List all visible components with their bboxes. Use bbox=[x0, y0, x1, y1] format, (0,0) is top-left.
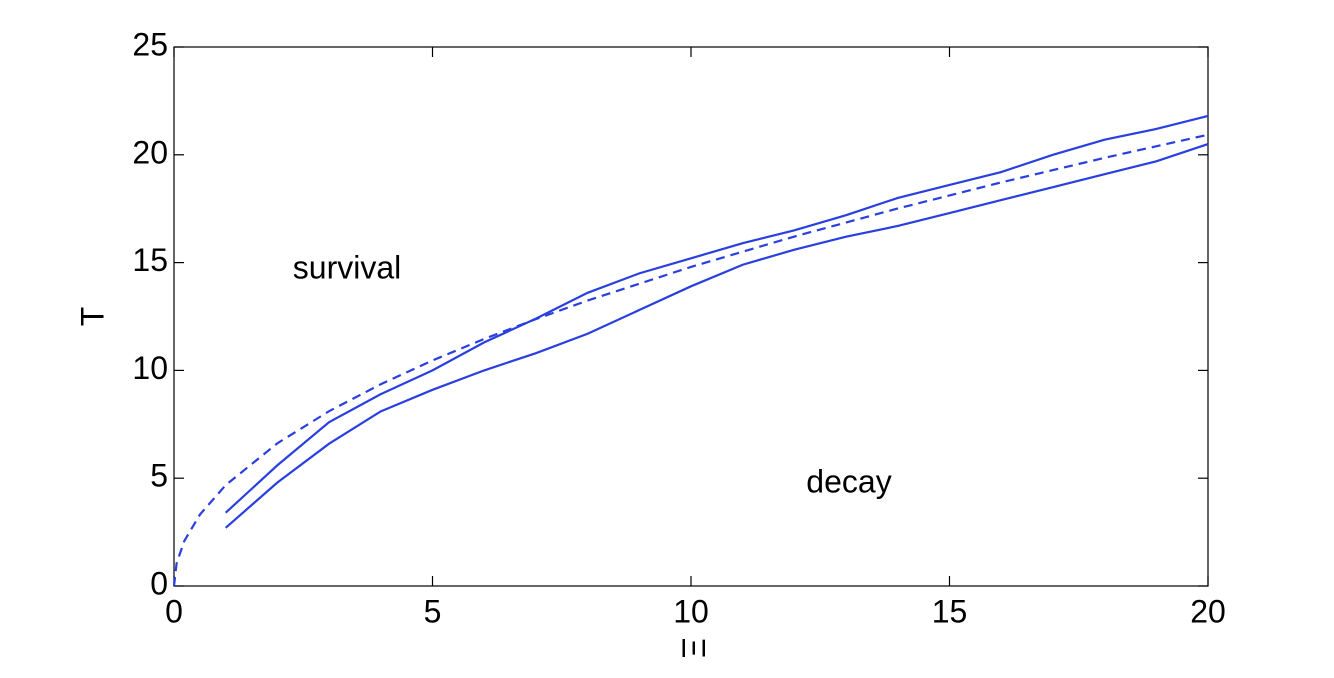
data-line bbox=[224, 114, 1209, 514]
plot-frame bbox=[173, 46, 1209, 587]
y-tick-label: 10 bbox=[132, 350, 168, 386]
y-tick-label: 20 bbox=[132, 134, 168, 170]
annotation: survival bbox=[293, 249, 401, 285]
x-axis-label: Ξ bbox=[676, 638, 712, 659]
y-tick-label: 25 bbox=[132, 26, 168, 62]
x-tick-label: 15 bbox=[932, 593, 968, 629]
y-tick-label: 5 bbox=[150, 458, 168, 494]
x-tick-label: 0 bbox=[165, 593, 183, 629]
x-tick-label: 5 bbox=[424, 593, 442, 629]
y-tick-label: 15 bbox=[132, 242, 168, 278]
x-tick-label: 20 bbox=[1190, 593, 1226, 629]
y-axis-label: T bbox=[74, 307, 110, 327]
annotation: decay bbox=[806, 463, 891, 499]
data-line bbox=[224, 142, 1209, 529]
x-tick-label: 10 bbox=[673, 593, 709, 629]
data-line bbox=[172, 133, 1209, 587]
y-tick-label: 0 bbox=[150, 565, 168, 601]
